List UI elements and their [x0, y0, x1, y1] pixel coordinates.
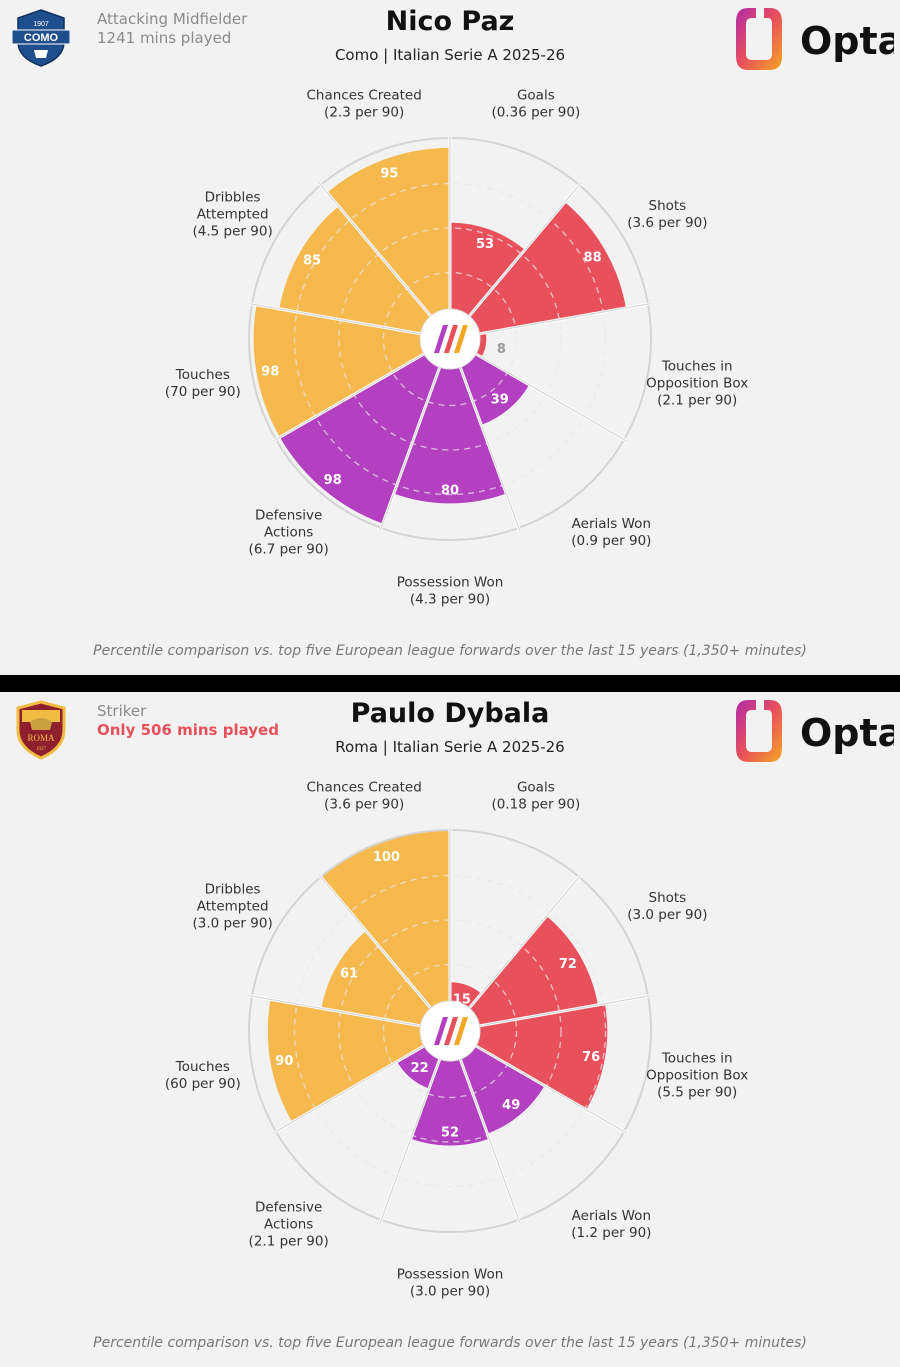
center-slash-icon: [434, 1017, 468, 1045]
player-card-1: ROMA 1927 Striker Only 506 mins played P…: [0, 692, 900, 1367]
center-slash-icon: [434, 325, 468, 353]
radar-bar-dribbles-attempted: [279, 206, 436, 336]
radar-bar-possession-won: [393, 359, 507, 504]
radar-category-label: Defensive Actions (6.7 per 90): [249, 507, 329, 557]
player-subtitle: Roma | Italian Serie A 2025-26: [335, 738, 565, 756]
radar-value-label: 53: [476, 237, 494, 252]
radar-bar-defensive-actions: [279, 350, 443, 524]
opta-logo-icon: Opta: [736, 700, 894, 762]
radar-value-label: 22: [411, 1061, 429, 1076]
radar-value-label: 61: [340, 967, 358, 982]
opta-logo-icon: Opta: [736, 8, 894, 70]
radar-category-label: Chances Created (3.6 per 90): [307, 780, 422, 813]
radar-value-label: 88: [584, 251, 602, 266]
player-name: Nico Paz: [385, 6, 515, 37]
radar-value-label: 15: [453, 992, 471, 1007]
radar-category-label: Shots (3.6 per 90): [627, 198, 707, 231]
radar-value-label: 98: [324, 473, 342, 488]
radar-category-label: Aerials Won (1.2 per 90): [571, 1208, 651, 1241]
radar-category-label: Touches in Opposition Box (5.5 per 90): [646, 1051, 748, 1101]
crest-year: 1907: [33, 21, 49, 28]
radar-spoke-line: [456, 1051, 521, 1223]
radar-chart: 53 Goals (0.36 per 90) 88 Shots (3.6 per 90) 8…: [165, 88, 748, 608]
radar-spoke-line: [318, 874, 437, 1015]
radar-category-label: Goals (0.36 per 90): [491, 88, 580, 121]
radar-category-label: Touches (60 per 90): [165, 1059, 241, 1092]
radar-value-label: 39: [491, 392, 509, 407]
radar-bar-dribbles-attempted: [321, 930, 436, 1028]
radar-bar-touches: [267, 999, 431, 1123]
radar-category-label: Touches (70 per 90): [165, 367, 241, 400]
radar-bar-goals: [450, 222, 525, 323]
radar-value-label: 100: [373, 850, 400, 865]
minutes-played: 1241 mins played: [97, 29, 232, 47]
radar-grid-ring: [293, 182, 607, 496]
radar-spoke-line: [468, 1041, 627, 1134]
radar-category-label: Chances Created (2.3 per 90): [307, 88, 422, 121]
radar-spoke-line: [273, 349, 432, 442]
opta-wordmark: Opta: [800, 19, 894, 63]
radar-spoke-line: [463, 182, 582, 323]
panel-separator: [0, 675, 900, 692]
radar-bar-touches-in-opposition-box: [469, 1003, 608, 1110]
player-subtitle: Como | Italian Serie A 2025-26: [334, 46, 566, 64]
radar-category-label: Defensive Actions (2.1 per 90): [249, 1199, 329, 1249]
radar-spoke-line: [456, 359, 521, 531]
radar-grid-ring-shade: [294, 875, 606, 1187]
radar-category-label: Touches in Opposition Box (2.1 per 90): [646, 359, 748, 409]
radar-bar-touches: [253, 304, 431, 438]
radar-bar-chances-created: [327, 147, 450, 323]
radar-grid-ring-shade: [294, 183, 606, 495]
radar-spoke-line: [248, 302, 429, 336]
radar-spoke-line: [379, 359, 444, 531]
radar-category-label: Goals (0.18 per 90): [491, 780, 580, 813]
radar-category-label: Possession Won (4.3 per 90): [397, 575, 504, 608]
crest-year: 1927: [36, 747, 47, 752]
player-role: Attacking Midfielder: [97, 10, 248, 28]
radar-category-label: Dribbles Attempted (3.0 per 90): [193, 882, 273, 932]
radar-value-label: 95: [380, 167, 398, 182]
radar-spoke-line: [318, 182, 437, 323]
radar-category-label: Aerials Won (0.9 per 90): [571, 516, 651, 549]
minutes-played: Only 506 mins played: [97, 721, 279, 739]
radar-value-label: 85: [303, 253, 321, 268]
crest-text: COMO: [24, 32, 59, 44]
radar-category-label: Possession Won (3.0 per 90): [397, 1267, 504, 1300]
radar-value-label: 49: [502, 1098, 520, 1113]
roma-crest-icon: ROMA 1927: [16, 700, 66, 760]
footnote: Percentile comparison vs. top five Europ…: [93, 1335, 807, 1351]
radar-bar-shots: [464, 915, 598, 1028]
radar-value-label: 52: [441, 1126, 459, 1141]
radar-value-label: 72: [559, 957, 577, 972]
radar-spoke-line: [468, 349, 627, 442]
radar-category-label: Shots (3.0 per 90): [627, 890, 707, 923]
radar-spoke-line: [463, 874, 582, 1015]
radar-grid-ring: [293, 874, 607, 1188]
radar-value-label: 76: [582, 1050, 600, 1065]
player-card-0: COMO 1907 Attacking Midfielder 1241 mins…: [0, 0, 900, 675]
como-crest-icon: COMO 1907: [12, 9, 70, 67]
radar-spoke-line: [471, 302, 652, 336]
radar-value-label: 98: [261, 365, 279, 380]
crest-text: ROMA: [27, 733, 55, 743]
radar-category-label: Dribbles Attempted (4.5 per 90): [193, 190, 273, 240]
radar-spoke-line: [379, 1051, 444, 1223]
radar-spoke-line: [471, 994, 652, 1028]
player-role: Striker: [97, 702, 147, 720]
radar-value-label: 8: [497, 342, 506, 357]
player-name: Paulo Dybala: [350, 698, 550, 729]
radar-chart: 15 Goals (0.18 per 90) 72 Shots (3.0 per 90) 7…: [165, 780, 748, 1300]
radar-value-label: 80: [441, 483, 459, 498]
radar-spoke-line: [248, 994, 429, 1028]
footnote: Percentile comparison vs. top five Europ…: [93, 643, 807, 659]
radar-spoke-line: [273, 1041, 432, 1134]
radar-bar-chances-created: [321, 831, 450, 1015]
opta-wordmark: Opta: [800, 711, 894, 755]
radar-value-label: 90: [275, 1054, 293, 1069]
radar-bar-possession-won: [410, 1051, 490, 1146]
